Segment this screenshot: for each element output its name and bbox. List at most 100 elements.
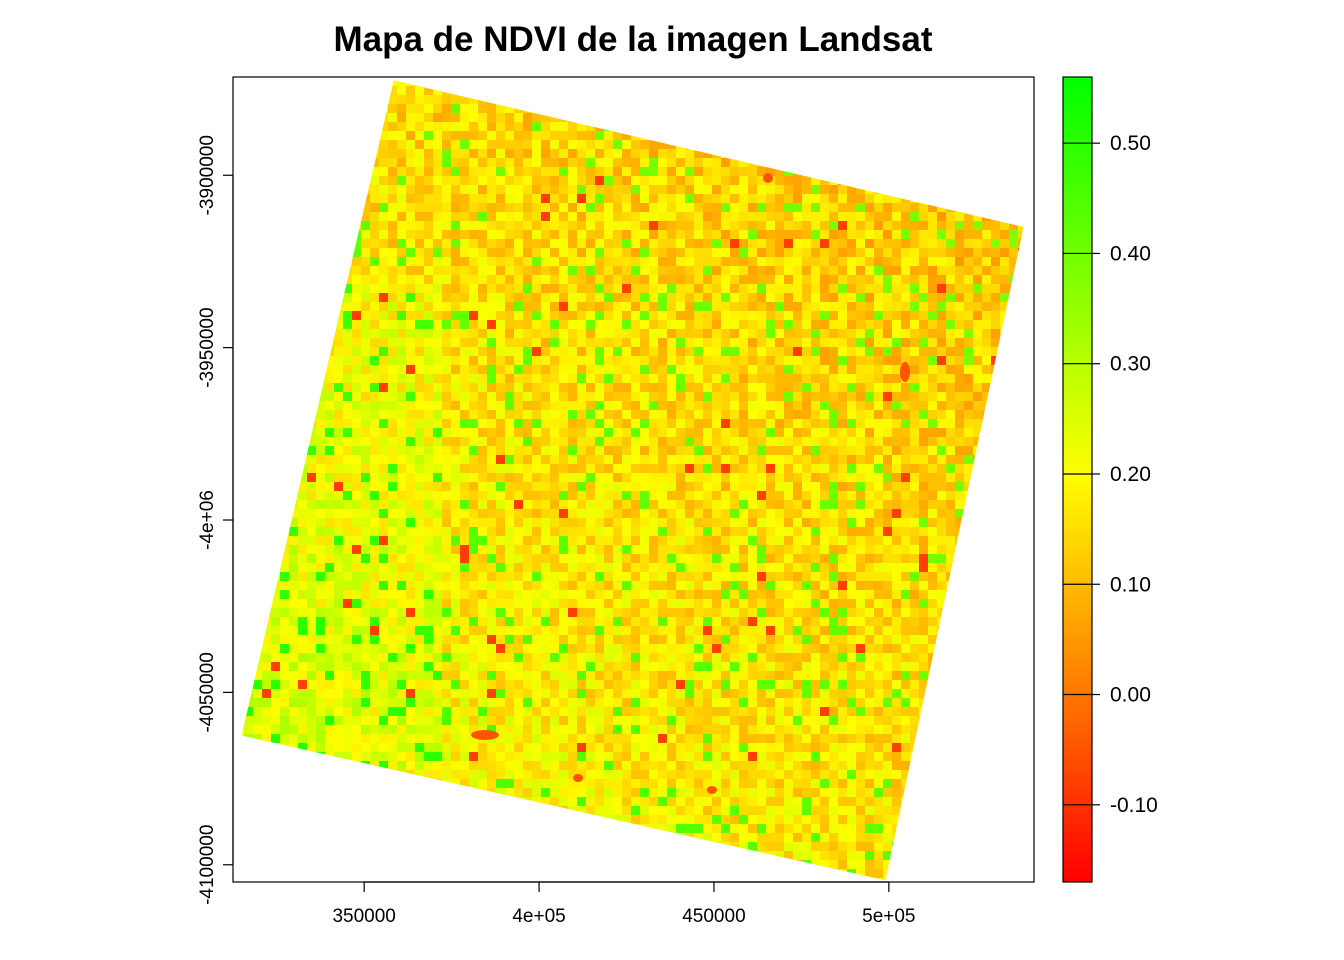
raster-cell bbox=[505, 104, 514, 113]
raster-cell bbox=[937, 248, 946, 257]
raster-cell bbox=[676, 491, 685, 500]
raster-cell bbox=[712, 212, 721, 221]
raster-cell bbox=[442, 572, 451, 581]
raster-cell bbox=[1000, 212, 1009, 221]
raster-cell bbox=[334, 302, 343, 311]
raster-cell bbox=[946, 419, 955, 428]
raster-cell bbox=[316, 86, 325, 95]
raster-cell bbox=[271, 464, 280, 473]
raster-cell bbox=[973, 230, 982, 239]
raster-cell bbox=[721, 176, 730, 185]
raster-cell bbox=[883, 86, 892, 95]
raster-cell bbox=[487, 131, 496, 140]
raster-cell bbox=[649, 473, 658, 482]
raster-cell bbox=[730, 446, 739, 455]
raster-cell bbox=[784, 464, 793, 473]
raster-cell bbox=[739, 518, 748, 527]
raster-cell bbox=[433, 311, 442, 320]
raster-cell bbox=[865, 455, 874, 464]
raster-cell bbox=[775, 464, 784, 473]
raster-cell bbox=[739, 194, 748, 203]
raster-cell bbox=[361, 293, 370, 302]
raster-cell bbox=[811, 95, 820, 104]
raster-cell bbox=[487, 104, 496, 113]
raster-cell bbox=[937, 266, 946, 275]
raster-cell bbox=[685, 500, 694, 509]
raster-cell bbox=[919, 212, 928, 221]
raster-cell bbox=[586, 338, 595, 347]
raster-cell bbox=[298, 167, 307, 176]
raster-cell bbox=[667, 563, 676, 572]
raster-cell bbox=[559, 284, 568, 293]
raster-cell bbox=[649, 185, 658, 194]
raster-cell bbox=[433, 338, 442, 347]
raster-cell bbox=[982, 185, 991, 194]
raster-cell bbox=[775, 347, 784, 356]
raster-cell bbox=[1009, 230, 1018, 239]
raster-cell bbox=[1009, 554, 1018, 563]
raster-cell bbox=[829, 536, 838, 545]
raster-cell bbox=[1018, 365, 1024, 374]
raster-cell bbox=[766, 320, 775, 329]
raster-cell bbox=[253, 80, 262, 86]
raster-cell bbox=[271, 554, 280, 563]
raster-cell bbox=[622, 392, 631, 401]
raster-cell bbox=[397, 239, 406, 248]
raster-cell bbox=[451, 428, 460, 437]
raster-cell bbox=[883, 95, 892, 104]
raster-cell bbox=[775, 329, 784, 338]
raster-cell bbox=[289, 428, 298, 437]
raster-cell bbox=[316, 167, 325, 176]
raster-cell bbox=[667, 482, 676, 491]
raster-cell bbox=[271, 80, 280, 86]
raster-cell bbox=[766, 275, 775, 284]
raster-cell bbox=[748, 149, 757, 158]
raster-cell bbox=[343, 455, 352, 464]
raster-cell bbox=[568, 113, 577, 122]
raster-cell bbox=[694, 518, 703, 527]
raster-cell bbox=[415, 167, 424, 176]
raster-cell bbox=[622, 455, 631, 464]
raster-cell bbox=[532, 464, 541, 473]
raster-cell bbox=[784, 347, 793, 356]
raster-cell bbox=[802, 464, 811, 473]
raster-cell bbox=[334, 239, 343, 248]
raster-cell bbox=[730, 320, 739, 329]
raster-cell bbox=[478, 563, 487, 572]
raster-cell bbox=[892, 482, 901, 491]
raster-cell bbox=[541, 374, 550, 383]
raster-cell bbox=[433, 392, 442, 401]
raster-cell bbox=[280, 293, 289, 302]
raster-cell bbox=[766, 113, 775, 122]
raster-cell bbox=[604, 401, 613, 410]
raster-cell bbox=[568, 194, 577, 203]
raster-cell bbox=[685, 80, 694, 86]
raster-cell bbox=[640, 239, 649, 248]
raster-cell bbox=[640, 302, 649, 311]
raster-cell bbox=[442, 320, 451, 329]
raster-cell bbox=[865, 176, 874, 185]
raster-cell bbox=[568, 473, 577, 482]
raster-cell bbox=[1000, 122, 1009, 131]
raster-cell bbox=[541, 284, 550, 293]
raster-cell bbox=[532, 392, 541, 401]
raster-cell bbox=[982, 140, 991, 149]
raster-cell bbox=[640, 113, 649, 122]
raster-cell bbox=[883, 464, 892, 473]
raster-cell bbox=[982, 230, 991, 239]
raster-cell bbox=[649, 86, 658, 95]
raster-cell bbox=[307, 80, 316, 86]
raster-cell bbox=[838, 428, 847, 437]
raster-cell bbox=[550, 221, 559, 230]
raster-cell bbox=[667, 527, 676, 536]
raster-cell bbox=[694, 266, 703, 275]
raster-cell bbox=[505, 338, 514, 347]
raster-cell bbox=[316, 446, 325, 455]
raster-cell bbox=[433, 455, 442, 464]
raster-cell bbox=[352, 122, 361, 131]
raster-cell bbox=[964, 410, 973, 419]
raster-cell bbox=[757, 383, 766, 392]
raster-cell bbox=[910, 203, 919, 212]
raster-cell bbox=[496, 95, 505, 104]
raster-cell bbox=[244, 383, 253, 392]
